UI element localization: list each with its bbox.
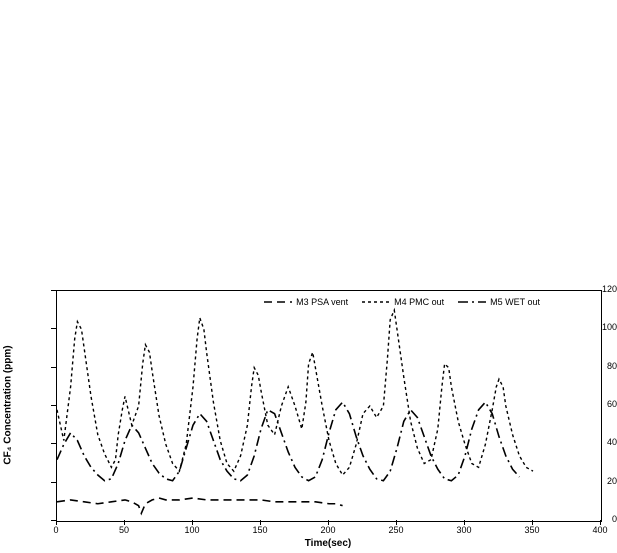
x-tick-mark — [464, 520, 465, 525]
legend-item: M4 PMC out — [362, 296, 444, 308]
x-tick-label: 250 — [388, 525, 403, 535]
x-tick-label: 150 — [252, 525, 267, 535]
x-tick-label: 200 — [320, 525, 335, 535]
legend-swatch — [362, 296, 390, 308]
y-tick-mark — [51, 367, 56, 368]
x-tick-label: 400 — [592, 525, 607, 535]
legend-label: M3 PSA vent — [296, 297, 348, 307]
y-tick-label: 40 — [569, 437, 617, 447]
y-tick-label: 100 — [569, 322, 617, 332]
legend: M3 PSA vent M4 PMC out M5 WET out — [264, 296, 540, 308]
x-tick-mark — [56, 520, 57, 525]
x-tick-mark — [328, 520, 329, 525]
y-tick-label: 20 — [569, 476, 617, 486]
x-tick-mark — [124, 520, 125, 525]
y-tick-mark — [51, 290, 56, 291]
x-tick-label: 100 — [184, 525, 199, 535]
y-tick-label: 120 — [569, 284, 617, 294]
x-tick-mark — [396, 520, 397, 525]
chart-container: CF₄ Concentration (ppm) Time(sec) 05001,… — [0, 0, 617, 553]
x-tick-mark — [600, 520, 601, 525]
y-tick-mark — [51, 482, 56, 483]
bottom-y-axis-label: CF₄ Concentration (ppm) — [3, 345, 14, 464]
bottom-plot-area — [56, 290, 602, 522]
x-tick-mark — [260, 520, 261, 525]
y-tick-mark — [51, 443, 56, 444]
legend-label: M4 PMC out — [394, 297, 444, 307]
legend-label: M5 WET out — [490, 297, 540, 307]
bottom-chart-panel: CF₄ Concentration (ppm) Time(sec) 0 20 40 6… — [0, 0, 617, 553]
x-tick-label: 350 — [524, 525, 539, 535]
legend-swatch — [458, 296, 486, 308]
x-tick-label: 0 — [53, 525, 58, 535]
legend-item: M3 PSA vent — [264, 296, 348, 308]
y-tick-label: 80 — [569, 361, 617, 371]
x-tick-mark — [192, 520, 193, 525]
y-tick-label: 60 — [569, 399, 617, 409]
y-tick-mark — [51, 328, 56, 329]
x-tick-mark — [532, 520, 533, 525]
x-tick-label: 300 — [456, 525, 471, 535]
y-tick-label: 0 — [569, 514, 617, 524]
plot-svg — [57, 291, 601, 521]
series-line — [57, 310, 533, 475]
legend-swatch — [264, 296, 292, 308]
series-line — [57, 498, 343, 513]
bottom-x-axis-label: Time(sec) — [305, 538, 352, 549]
legend-item: M5 WET out — [458, 296, 540, 308]
series-line — [57, 402, 519, 481]
y-tick-mark — [51, 405, 56, 406]
x-tick-label: 50 — [119, 525, 129, 535]
